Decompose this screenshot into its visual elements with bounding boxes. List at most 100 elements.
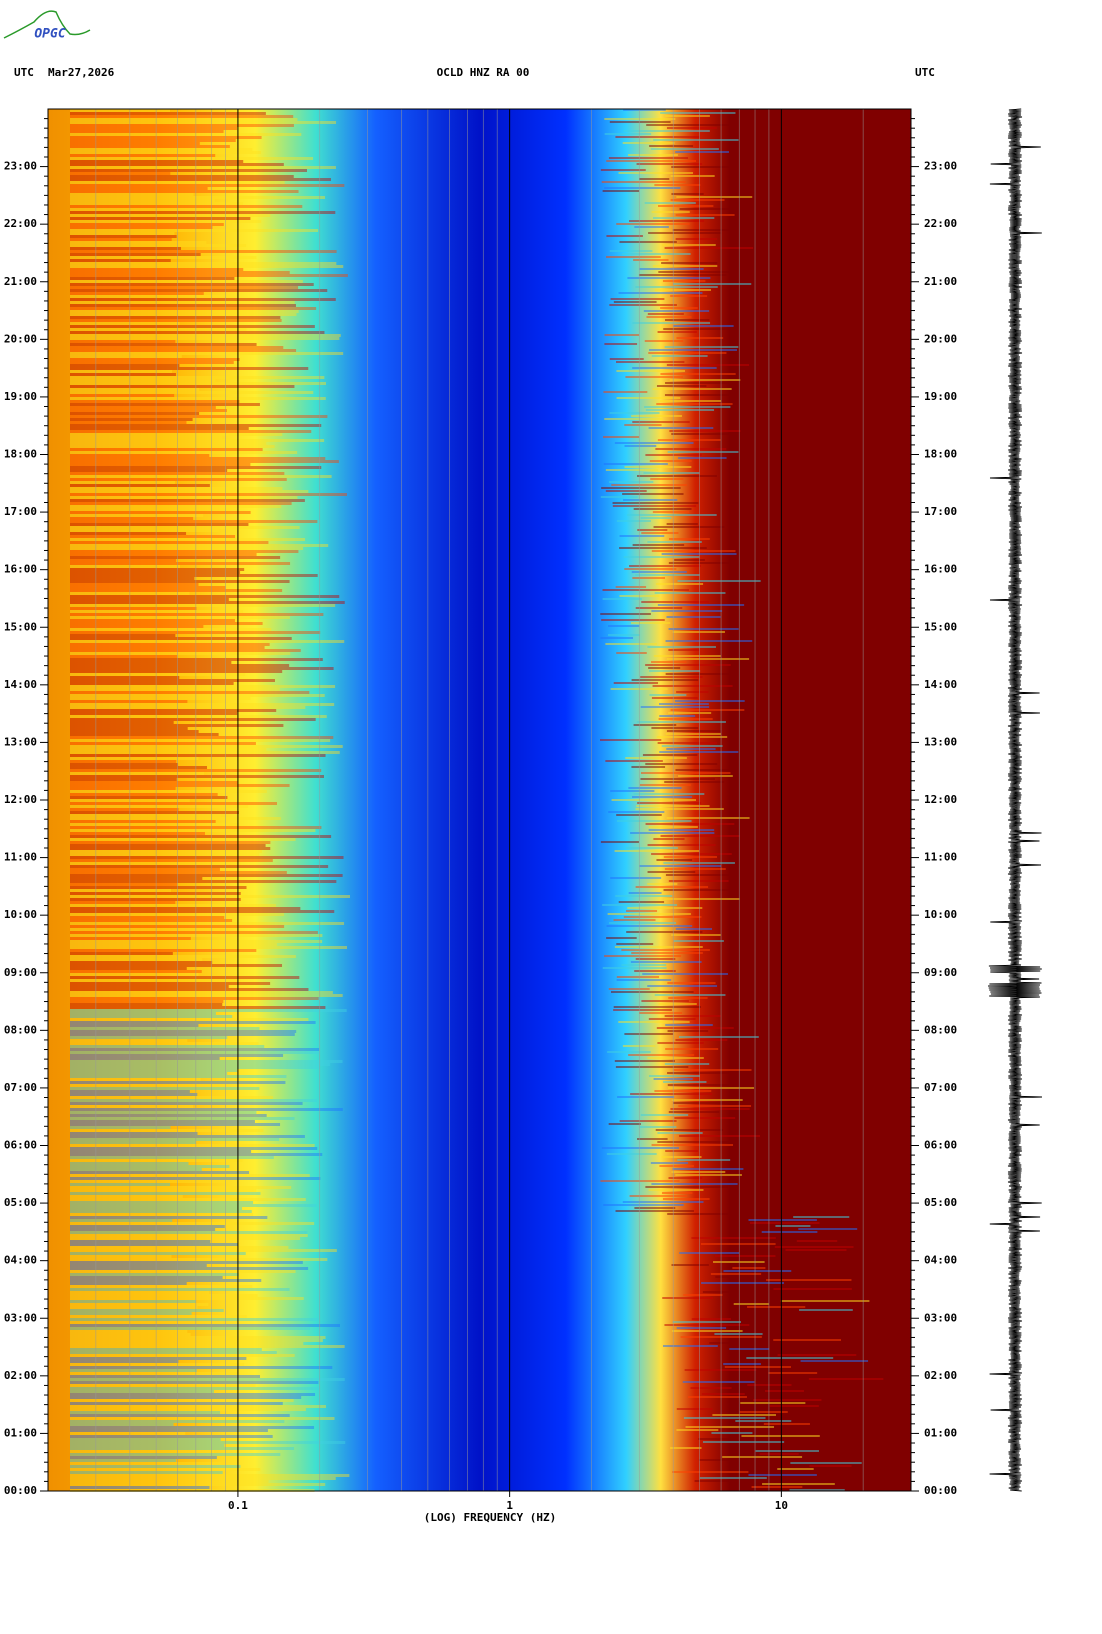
texture (70, 1132, 198, 1135)
texture (70, 439, 325, 442)
texture (649, 694, 687, 696)
texture (70, 442, 267, 445)
texture (667, 1072, 734, 1074)
texture (70, 481, 176, 484)
date: Mar27,2026 (48, 66, 115, 79)
x-tick-label: 1 (506, 1499, 513, 1512)
y-tick-label: 13:00 (4, 735, 37, 748)
texture (775, 1225, 811, 1227)
texture (611, 799, 697, 801)
texture (70, 562, 291, 565)
texture (70, 1486, 210, 1489)
texture (635, 574, 700, 576)
texture (632, 796, 692, 798)
texture (70, 1216, 268, 1219)
texture (70, 412, 200, 415)
texture (70, 877, 203, 880)
texture (748, 1219, 817, 1221)
texture (70, 280, 303, 283)
texture (70, 1399, 294, 1402)
y-tick-label: 19:00 (4, 390, 37, 403)
texture (70, 1150, 252, 1153)
texture (70, 1252, 246, 1255)
texture (70, 1270, 296, 1273)
texture (70, 628, 272, 631)
texture (709, 1342, 775, 1344)
texture (607, 634, 640, 636)
texture (652, 685, 733, 687)
texture (70, 871, 287, 874)
texture (761, 1231, 818, 1233)
texture (70, 607, 197, 610)
texture (70, 1123, 281, 1126)
texture (70, 1006, 326, 1009)
texture (746, 1357, 834, 1359)
texture (70, 1144, 315, 1147)
texture (675, 151, 729, 153)
texture (70, 973, 199, 976)
texture (611, 484, 687, 486)
texture (624, 466, 692, 468)
texture (616, 976, 660, 978)
texture (642, 973, 728, 975)
texture (70, 1339, 323, 1342)
texture (673, 940, 724, 942)
texture (70, 235, 177, 238)
texture (659, 715, 696, 717)
texture (664, 247, 754, 249)
texture (70, 1432, 186, 1435)
texture (649, 349, 737, 351)
texture (70, 205, 303, 208)
texture (608, 1123, 641, 1125)
texture (70, 190, 299, 193)
texture (613, 1009, 672, 1011)
y-tick-label-right: 20:00 (924, 332, 957, 345)
logo-mark (3, 10, 91, 39)
texture (70, 1279, 262, 1282)
texture (70, 1009, 347, 1012)
texture (773, 1288, 852, 1290)
texture (651, 550, 736, 552)
texture (659, 703, 709, 705)
texture (70, 259, 171, 262)
texture (741, 1435, 820, 1437)
y-tick-label-right: 04:00 (924, 1254, 957, 1267)
y-tick-label-right: 17:00 (924, 505, 957, 518)
texture (70, 400, 240, 403)
texture (600, 496, 638, 498)
texture (70, 1441, 346, 1444)
texture (70, 289, 328, 292)
texture (70, 1129, 264, 1132)
texture (70, 151, 261, 154)
texture (656, 736, 728, 738)
texture (622, 142, 675, 144)
texture (608, 157, 689, 159)
texture (70, 901, 176, 904)
texture (698, 1438, 757, 1440)
texture (70, 958, 203, 961)
texture (70, 1048, 320, 1051)
texture (606, 256, 661, 258)
texture (70, 907, 301, 910)
texture (70, 553, 257, 556)
y-tick-label-right: 14:00 (924, 678, 957, 691)
texture (663, 1081, 707, 1083)
texture (702, 1291, 758, 1293)
texture (600, 169, 646, 171)
texture (70, 622, 263, 625)
texture (70, 325, 315, 328)
texture (800, 1360, 869, 1362)
texture (70, 145, 230, 148)
texture (753, 1399, 822, 1401)
texture (675, 238, 718, 240)
texture (625, 847, 678, 849)
texture (662, 280, 706, 282)
texture (70, 1102, 303, 1105)
texture (70, 1468, 261, 1471)
texture (70, 307, 317, 310)
texture (70, 211, 336, 214)
texture (670, 709, 745, 711)
texture (70, 1234, 308, 1237)
texture (70, 232, 175, 235)
